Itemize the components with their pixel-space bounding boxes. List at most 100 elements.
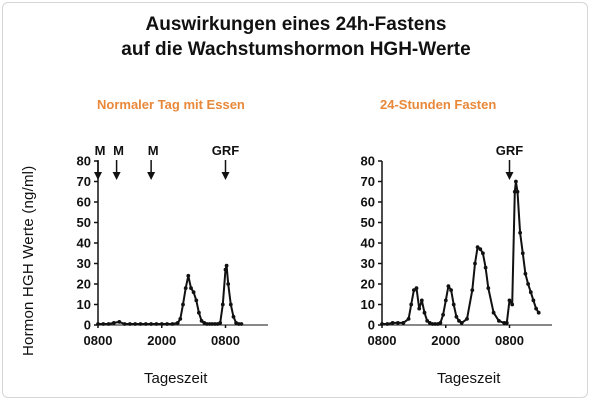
y-tick-label: 20 (77, 277, 91, 292)
data-point (473, 261, 477, 266)
data-point (430, 322, 435, 326)
data-point (106, 322, 111, 326)
y-tick-label: 30 (77, 256, 91, 271)
title-line-1: Auswirkungen eines 24h-Fastens (145, 14, 447, 35)
data-point (133, 322, 138, 326)
x-tick-label: 2000 (147, 333, 176, 348)
data-point (220, 302, 225, 307)
data-point (213, 322, 217, 326)
data-point (502, 321, 507, 325)
data-point (531, 298, 536, 303)
data-point (231, 314, 236, 319)
data-point (528, 290, 533, 295)
data-point (239, 322, 244, 326)
data-point (414, 286, 419, 290)
data-point (486, 286, 491, 290)
data-point (459, 321, 464, 325)
annotation-label: GRF (212, 143, 240, 158)
data-point (207, 322, 212, 326)
y-tick-label: 70 (361, 174, 375, 189)
y-tick-label: 60 (361, 195, 375, 210)
y-tick-label: 10 (361, 297, 375, 312)
data-point (425, 319, 430, 323)
data-point (419, 298, 424, 303)
data-point (481, 251, 485, 256)
chart-frame (2, 2, 588, 398)
data-point (536, 310, 541, 315)
data-point (228, 302, 233, 307)
data-point (510, 302, 515, 307)
data-point (497, 319, 501, 323)
data-point (199, 319, 204, 323)
data-point (101, 322, 106, 326)
data-point (96, 322, 100, 326)
data-point (412, 288, 416, 292)
x-tick-label: 0800 (368, 333, 397, 348)
annotation-arrow-head (94, 172, 102, 180)
y-tick-label: 20 (361, 277, 375, 292)
annotation-label: GRF (496, 143, 524, 158)
data-point (520, 251, 525, 256)
data-point (127, 322, 132, 326)
data-point (491, 310, 496, 315)
data-point (465, 317, 469, 321)
y-tick-label: 30 (361, 256, 375, 271)
data-point (380, 322, 384, 326)
data-point (236, 322, 241, 326)
y-tick-label: 70 (77, 174, 91, 189)
data-point (406, 317, 411, 321)
title-line-2: auf die Wachstumshormon HGH-Werte (121, 39, 471, 60)
data-point (224, 263, 229, 268)
data-point (396, 321, 400, 325)
series-line (98, 264, 242, 325)
data-point (507, 298, 512, 303)
data-point (223, 267, 228, 272)
data-point (385, 322, 390, 326)
data-point (449, 288, 453, 292)
chart-2-x-axis-label: Tageszeit (437, 370, 501, 387)
data-point (451, 302, 456, 307)
data-point (518, 230, 522, 235)
data-point (197, 310, 201, 315)
data-point (165, 322, 170, 326)
data-point (183, 286, 188, 290)
data-point (514, 179, 518, 184)
data-point (189, 286, 193, 290)
data-point (512, 189, 517, 194)
annotation-arrow-head (221, 172, 230, 180)
y-tick-label: 60 (77, 195, 91, 210)
data-point (186, 273, 191, 278)
data-point (226, 282, 231, 286)
data-point (117, 320, 122, 324)
data-point (175, 321, 180, 325)
data-point (534, 306, 538, 311)
x-tick-label: 0800 (495, 333, 524, 348)
data-point (154, 322, 159, 326)
data-point (526, 282, 530, 286)
y-tick-label: 50 (77, 215, 91, 230)
data-point (441, 312, 445, 317)
data-point (112, 321, 116, 325)
data-point (390, 321, 395, 325)
data-point (149, 322, 154, 326)
x-tick-label: 0800 (211, 333, 240, 348)
data-point (446, 284, 451, 288)
data-point (417, 306, 422, 311)
data-point (409, 302, 414, 307)
data-point (401, 321, 406, 325)
page-title: Auswirkungen eines 24h-Fastens auf die W… (0, 12, 592, 62)
annotation-label: M (113, 143, 124, 158)
y-tick-label: 10 (77, 297, 91, 312)
y-tick-label: 50 (361, 215, 375, 230)
data-point (457, 319, 461, 323)
data-point (422, 310, 427, 315)
data-point (181, 302, 185, 307)
data-point (454, 314, 459, 319)
data-point (143, 322, 148, 326)
data-point (159, 322, 164, 326)
data-point (475, 245, 480, 250)
data-point (138, 322, 143, 326)
data-point (523, 271, 528, 276)
data-point (191, 290, 196, 295)
data-point (443, 298, 448, 303)
